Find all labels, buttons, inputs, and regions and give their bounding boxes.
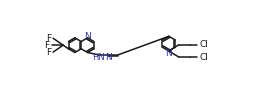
Text: F: F xyxy=(45,41,50,50)
Text: F: F xyxy=(46,34,51,43)
Text: N: N xyxy=(105,53,112,62)
Text: HN: HN xyxy=(92,53,105,62)
Text: Cl: Cl xyxy=(200,53,209,62)
Text: N: N xyxy=(165,49,171,58)
Text: N: N xyxy=(84,32,91,41)
Text: Cl: Cl xyxy=(200,40,209,49)
Text: F: F xyxy=(46,48,51,57)
